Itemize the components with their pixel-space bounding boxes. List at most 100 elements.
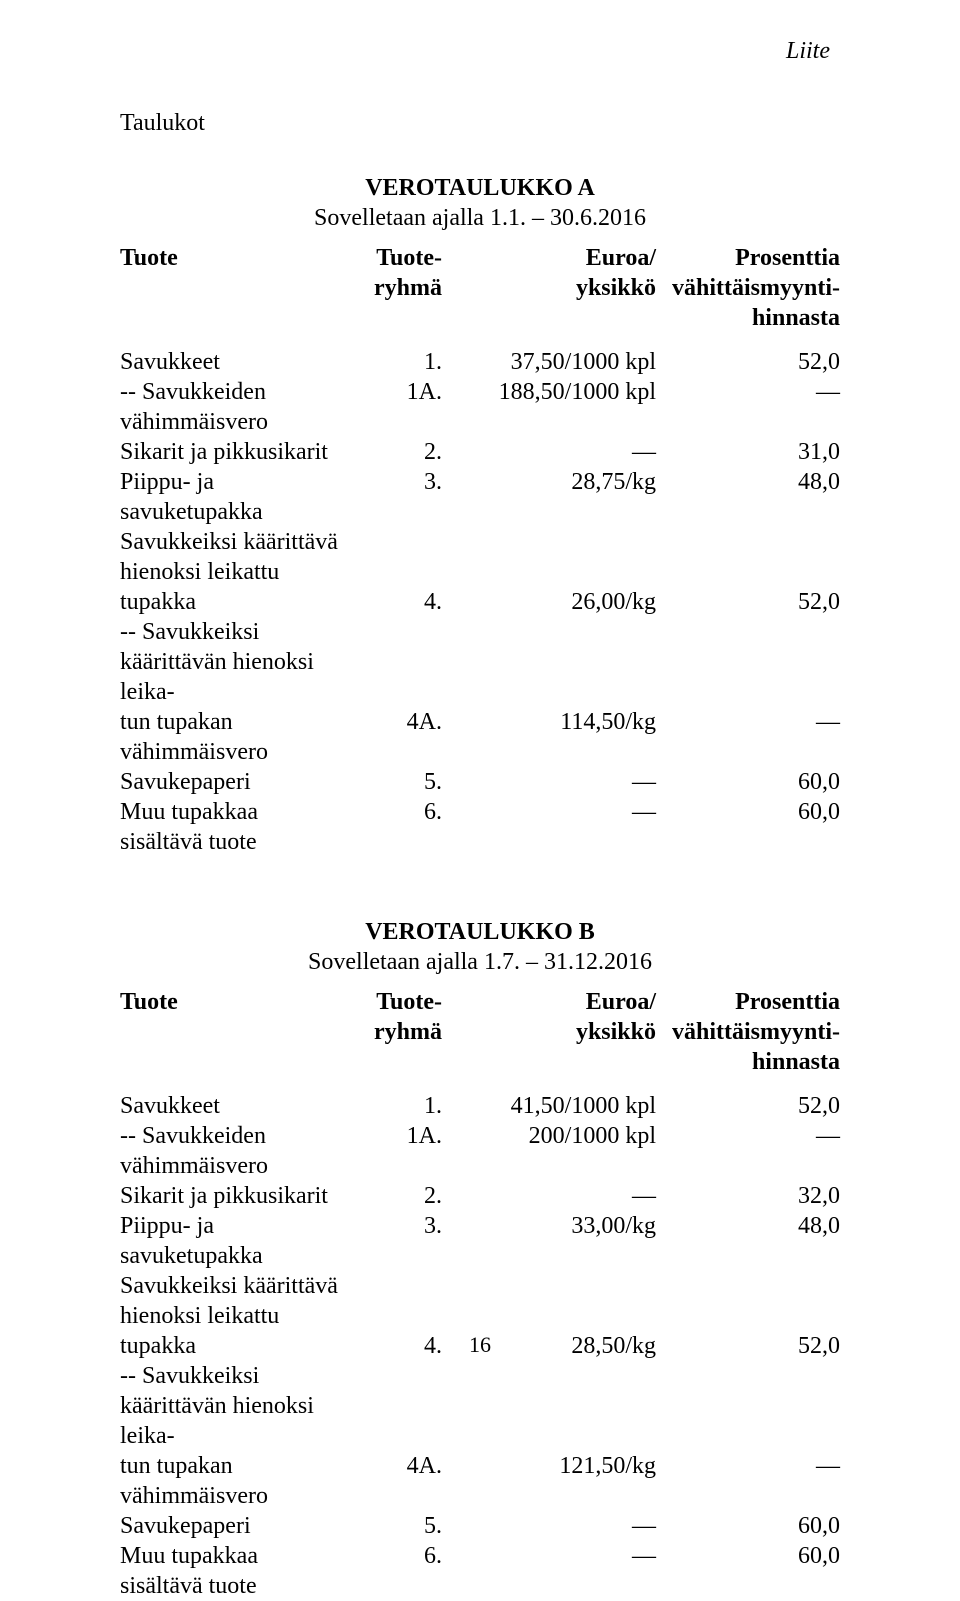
col-pros-line1: Prosenttia: [735, 989, 840, 1015]
cell-euroa: —: [456, 767, 670, 797]
table-row: -- Savukkeiden vähimmäisvero1A.188,50/10…: [120, 377, 840, 437]
cell-pros: 60,0: [670, 767, 840, 797]
col-pros-line3: hinnasta: [752, 1049, 840, 1075]
table-a-header: Tuote Tuote- ryhmä Euroa/ yksikkö Prosen…: [120, 243, 840, 347]
table-row: Piippu- ja savuketupakka3.33,00/kg48,0: [120, 1211, 840, 1271]
cell-tuote: -- Savukkeiksi käärittävän hienoksi leik…: [120, 617, 342, 707]
col-tuote-header: Tuote: [120, 987, 342, 1091]
table-row: Savukkeiksi käärittävä hienoksi leikattu: [120, 1271, 840, 1331]
col-euroa-header: Euroa/ yksikkö: [456, 987, 670, 1091]
cell-ryhma: 5.: [342, 767, 456, 797]
cell-euroa: [456, 1361, 670, 1451]
col-tuote-header: Tuote: [120, 243, 342, 347]
cell-euroa: 41,50/1000 kpl: [456, 1091, 670, 1121]
cell-ryhma: 4A.: [342, 1451, 456, 1511]
cell-euroa: 188,50/1000 kpl: [456, 377, 670, 437]
cell-tuote: Piippu- ja savuketupakka: [120, 467, 342, 527]
table-row: tupakka4.26,00/kg52,0: [120, 587, 840, 617]
cell-ryhma: [342, 1271, 456, 1331]
cell-ryhma: 2.: [342, 1181, 456, 1211]
table-row: tun tupakan vähimmäisvero4A.121,50/kg—: [120, 1451, 840, 1511]
cell-ryhma: 4.: [342, 587, 456, 617]
table-row: -- Savukkeiden vähimmäisvero1A.200/1000 …: [120, 1121, 840, 1181]
tax-table-a: Tuote Tuote- ryhmä Euroa/ yksikkö Prosen…: [120, 243, 840, 857]
cell-pros: [670, 1271, 840, 1331]
cell-euroa: 121,50/kg: [456, 1451, 670, 1511]
table-b-title: VEROTAULUKKO B: [120, 917, 840, 947]
cell-pros: —: [670, 707, 840, 767]
cell-ryhma: [342, 1361, 456, 1451]
cell-tuote: Muu tupakkaa sisältävä tuote: [120, 797, 342, 857]
cell-ryhma: 1A.: [342, 377, 456, 437]
cell-pros: 60,0: [670, 1511, 840, 1541]
cell-euroa: —: [456, 1541, 670, 1601]
cell-ryhma: 4A.: [342, 707, 456, 767]
cell-euroa: 28,75/kg: [456, 467, 670, 527]
cell-pros: 60,0: [670, 1541, 840, 1601]
appendix-label: Liite: [786, 38, 830, 65]
cell-pros: [670, 617, 840, 707]
col-ryhma-header: Tuote- ryhmä: [342, 243, 456, 347]
col-euroa-line1: Euroa/: [586, 989, 656, 1015]
cell-euroa: 33,00/kg: [456, 1211, 670, 1271]
cell-tuote: Piippu- ja savuketupakka: [120, 1211, 342, 1271]
cell-pros: —: [670, 1121, 840, 1181]
cell-euroa: 200/1000 kpl: [456, 1121, 670, 1181]
cell-tuote: tun tupakan vähimmäisvero: [120, 707, 342, 767]
table-a-title: VEROTAULUKKO A: [120, 173, 840, 203]
table-row: Savukkeet1.41,50/1000 kpl52,0: [120, 1091, 840, 1121]
table-row: Piippu- ja savuketupakka3.28,75/kg48,0: [120, 467, 840, 527]
cell-pros: 48,0: [670, 467, 840, 527]
table-row: tun tupakan vähimmäisvero4A.114,50/kg—: [120, 707, 840, 767]
cell-ryhma: [342, 617, 456, 707]
cell-tuote: Savukkeiksi käärittävä hienoksi leikattu: [120, 1271, 342, 1331]
table-row: -- Savukkeiksi käärittävän hienoksi leik…: [120, 1361, 840, 1451]
cell-tuote: -- Savukkeiksi käärittävän hienoksi leik…: [120, 1361, 342, 1451]
cell-euroa: [456, 617, 670, 707]
cell-pros: 52,0: [670, 587, 840, 617]
cell-tuote: tun tupakan vähimmäisvero: [120, 1451, 342, 1511]
cell-pros: 52,0: [670, 347, 840, 377]
cell-pros: 48,0: [670, 1211, 840, 1271]
table-row: Savukkeiksi käärittävä hienoksi leikattu: [120, 527, 840, 587]
col-ryhma-line1: Tuote-: [376, 245, 442, 271]
col-ryhma-line2: ryhmä: [374, 1019, 442, 1045]
cell-ryhma: [342, 527, 456, 587]
table-b-subtitle: Sovelletaan ajalla 1.7. – 31.12.2016: [120, 947, 840, 977]
cell-ryhma: 1.: [342, 347, 456, 377]
cell-pros: 52,0: [670, 1091, 840, 1121]
cell-pros: 32,0: [670, 1181, 840, 1211]
tables-heading: Taulukot: [120, 110, 840, 137]
cell-pros: 31,0: [670, 437, 840, 467]
col-ryhma-line2: ryhmä: [374, 275, 442, 301]
cell-ryhma: 6.: [342, 1541, 456, 1601]
cell-tuote: Sikarit ja pikkusikarit: [120, 437, 342, 467]
col-pros-line2: vähittäismyynti-: [672, 1019, 840, 1045]
cell-tuote: -- Savukkeiden vähimmäisvero: [120, 377, 342, 437]
cell-pros: [670, 527, 840, 587]
cell-euroa: —: [456, 437, 670, 467]
cell-tuote: Savukepaperi: [120, 767, 342, 797]
col-ryhma-line1: Tuote-: [376, 989, 442, 1015]
cell-euroa: 26,00/kg: [456, 587, 670, 617]
col-euroa-header: Euroa/ yksikkö: [456, 243, 670, 347]
cell-pros: —: [670, 1451, 840, 1511]
table-row: Savukkeet1.37,50/1000 kpl52,0: [120, 347, 840, 377]
page-number: 16: [120, 1332, 840, 1358]
table-row: Muu tupakkaa sisältävä tuote6.—60,0: [120, 1541, 840, 1601]
col-euroa-line1: Euroa/: [586, 245, 656, 271]
cell-ryhma: 1.: [342, 1091, 456, 1121]
cell-euroa: [456, 527, 670, 587]
cell-euroa: —: [456, 1511, 670, 1541]
table-a-subtitle: Sovelletaan ajalla 1.1. – 30.6.2016: [120, 203, 840, 233]
col-ryhma-header: Tuote- ryhmä: [342, 987, 456, 1091]
table-row: Sikarit ja pikkusikarit2.—31,0: [120, 437, 840, 467]
tax-table-b: Tuote Tuote- ryhmä Euroa/ yksikkö Prosen…: [120, 987, 840, 1601]
cell-pros: 60,0: [670, 797, 840, 857]
cell-tuote: Savukkeiksi käärittävä hienoksi leikattu: [120, 527, 342, 587]
cell-ryhma: 1A.: [342, 1121, 456, 1181]
table-row: Savukepaperi5.—60,0: [120, 1511, 840, 1541]
cell-ryhma: 6.: [342, 797, 456, 857]
cell-euroa: —: [456, 1181, 670, 1211]
col-pros-line2: vähittäismyynti-: [672, 275, 840, 301]
